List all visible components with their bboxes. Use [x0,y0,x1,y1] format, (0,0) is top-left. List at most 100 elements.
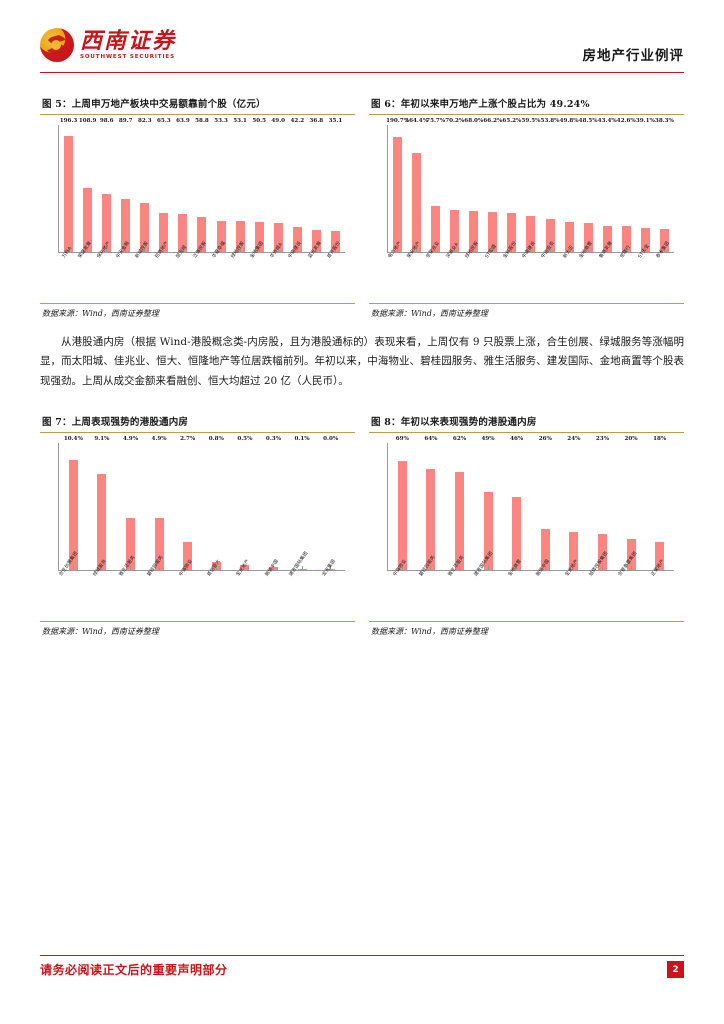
bar-group: 82.3 [135,118,154,252]
figure-8-plot: 69% 64% 62% 49% 46% 26% 24% 23% 20% 18% [387,436,674,572]
axis-tick [72,566,74,571]
bar: 65.3 [157,118,171,252]
axis-tick [458,566,460,571]
bar-value-label: 4.9% [122,435,139,442]
bar: 89.7 [119,118,133,252]
axis-tick [659,566,661,571]
bar-value-label: 64% [424,435,438,442]
bar: 82.3 [138,118,152,252]
bar: 10.4% [64,436,83,571]
axis-tick [315,248,317,252]
bar-value-label: 62% [452,435,467,442]
bar-value-label: 0.3% [265,435,281,442]
axis-tick [663,248,665,252]
bar-group: 68.0% [464,118,483,252]
bar-group: 49.0 [269,118,288,252]
bar-group: 10.4% [59,436,88,571]
bar-group: 4.9% [145,436,174,571]
bar-value-label: 43.4% [597,117,617,124]
bar: 66.2% [483,118,502,252]
bar: 50.5 [252,118,266,252]
bar: 108.9 [79,118,96,252]
axis-tick [277,248,279,252]
bar-value-label: 59.5% [521,117,541,124]
bar-value-label: 65.3 [157,117,171,124]
axis-tick [492,248,494,252]
axis-tick [435,248,437,252]
bar: 20% [624,436,638,571]
figure-5-chart: 196.3 108.9 98.6 89.7 82.3 65.3 63.9 58.8 53.3 53… [40,115,355,301]
bar-group: 62% [445,436,474,571]
bar: 70.2% [445,118,464,252]
bar-group: 65.3 [154,118,173,252]
bar-value-label: 53.1 [233,117,247,124]
bar-group: 39.1% [636,118,655,252]
bar-value-label: 38.3% [654,117,674,124]
bar-value-label: 46% [510,435,524,442]
figure-8-chart: 69% 64% 62% 49% 46% 26% 24% 23% 20% 18% 中海物业 碧桂园服务… [369,433,684,619]
figure-7-plot: 10.4% 9.1% 4.9% 4.9% 2.7% 0.8% 0.5% 0.3% 0.1% 0.0… [58,436,345,572]
bar-value-label: 50.5 [252,117,266,124]
axis-tick [416,248,418,252]
bar: 36.8 [310,118,323,252]
axis-tick [187,566,189,571]
bar-group: 190.7% [386,118,409,252]
bar-group: 98.6 [97,118,116,252]
bar-group: 24% [560,436,589,571]
figure-8-ticks [388,566,674,571]
figure-7-rule [40,432,355,434]
axis-tick [397,248,399,252]
bar-group: 36.8 [307,118,326,252]
bar-value-label: 53.8% [540,117,560,124]
bar-value-label: 0.5% [237,435,253,442]
bar-group: 26% [531,436,560,571]
logo-english-name: SOUTHWEST SECURITIES [80,53,175,60]
page-header: 西南证券 SOUTHWEST SECURITIES 房地产行业例评 [40,0,684,72]
figure-6-chart: 190.7% 164.4% 75.7% 70.2% 68.0% 66.2% 65.2% 59.… [369,115,684,301]
figure-6-title: 图 6：年初以来申万地产上涨个股占比为 49.24% [371,99,590,110]
bar: 196.3 [60,118,77,252]
bar: 39.1% [636,118,655,252]
axis-tick [101,566,103,571]
figure-8-title: 图 8：年初以来表现强势的港股通内房 [371,417,537,429]
bar: 26% [539,436,552,571]
bar-group: 75.7% [426,118,445,252]
axis-tick [401,566,403,571]
axis-tick [201,248,203,252]
bar: 49% [482,436,495,571]
bar: 68.0% [464,118,483,252]
figure-7: 图 7：上周表现强势的港股通内房 10.4% 9.1% 4.9% 4.9% 2.7% 0.… [40,411,355,637]
bar-value-label: 75.7% [426,117,446,124]
bar-group: 43.4% [598,118,617,252]
bar-value-label: 42.2 [290,117,305,124]
bar-value-label: 36.8 [309,117,324,124]
swirl-logo-icon [40,28,74,62]
report-title: 房地产行业例评 [582,48,684,64]
bar: 59.5% [521,118,540,252]
figure-8-bottom-rule [369,621,684,623]
bar-group: 18% [645,436,674,571]
figure-7-xlabels: 合生创展集团 绿城服务 雅生活服务 碧桂园服务 中海物业 首创钜大 宝龙地产 融信中国 建发国际… [58,551,345,619]
bar-group: 164.4% [405,118,428,252]
bar-group: 53.1 [231,118,250,252]
figure-row-bottom: 图 7：上周表现强势的港股通内房 10.4% 9.1% 4.9% 4.9% 2.7% 0.… [40,411,684,637]
bar-group: 196.3 [59,118,78,252]
bar: 46% [510,436,523,571]
bar-group: 89.7 [116,118,135,252]
figure-7-bottom-rule [40,621,355,623]
bar-group: 0.0% [316,436,345,571]
bar-group: 59.5% [521,118,540,252]
axis-tick [487,566,489,571]
axis-tick [158,566,160,571]
bar-group: 38.3% [655,118,674,252]
bar-group: 108.9 [78,118,97,252]
figure-5-source: 数据来源：Wind，西南证券整理 [42,309,159,318]
figure-7-chart: 10.4% 9.1% 4.9% 4.9% 2.7% 0.8% 0.5% 0.3% 0.1% 0.0… [40,433,355,619]
bar-group: 20% [617,436,646,571]
footer-disclaimer: 请务必阅读正文后的重要声明部分 [40,963,228,977]
bar-group: 42.2 [288,118,307,252]
bar-value-label: 69% [395,435,409,442]
bar-group: 70.2% [445,118,464,252]
bar-group: 53.8% [541,118,560,252]
bar-value-label: 9.1% [94,435,110,442]
